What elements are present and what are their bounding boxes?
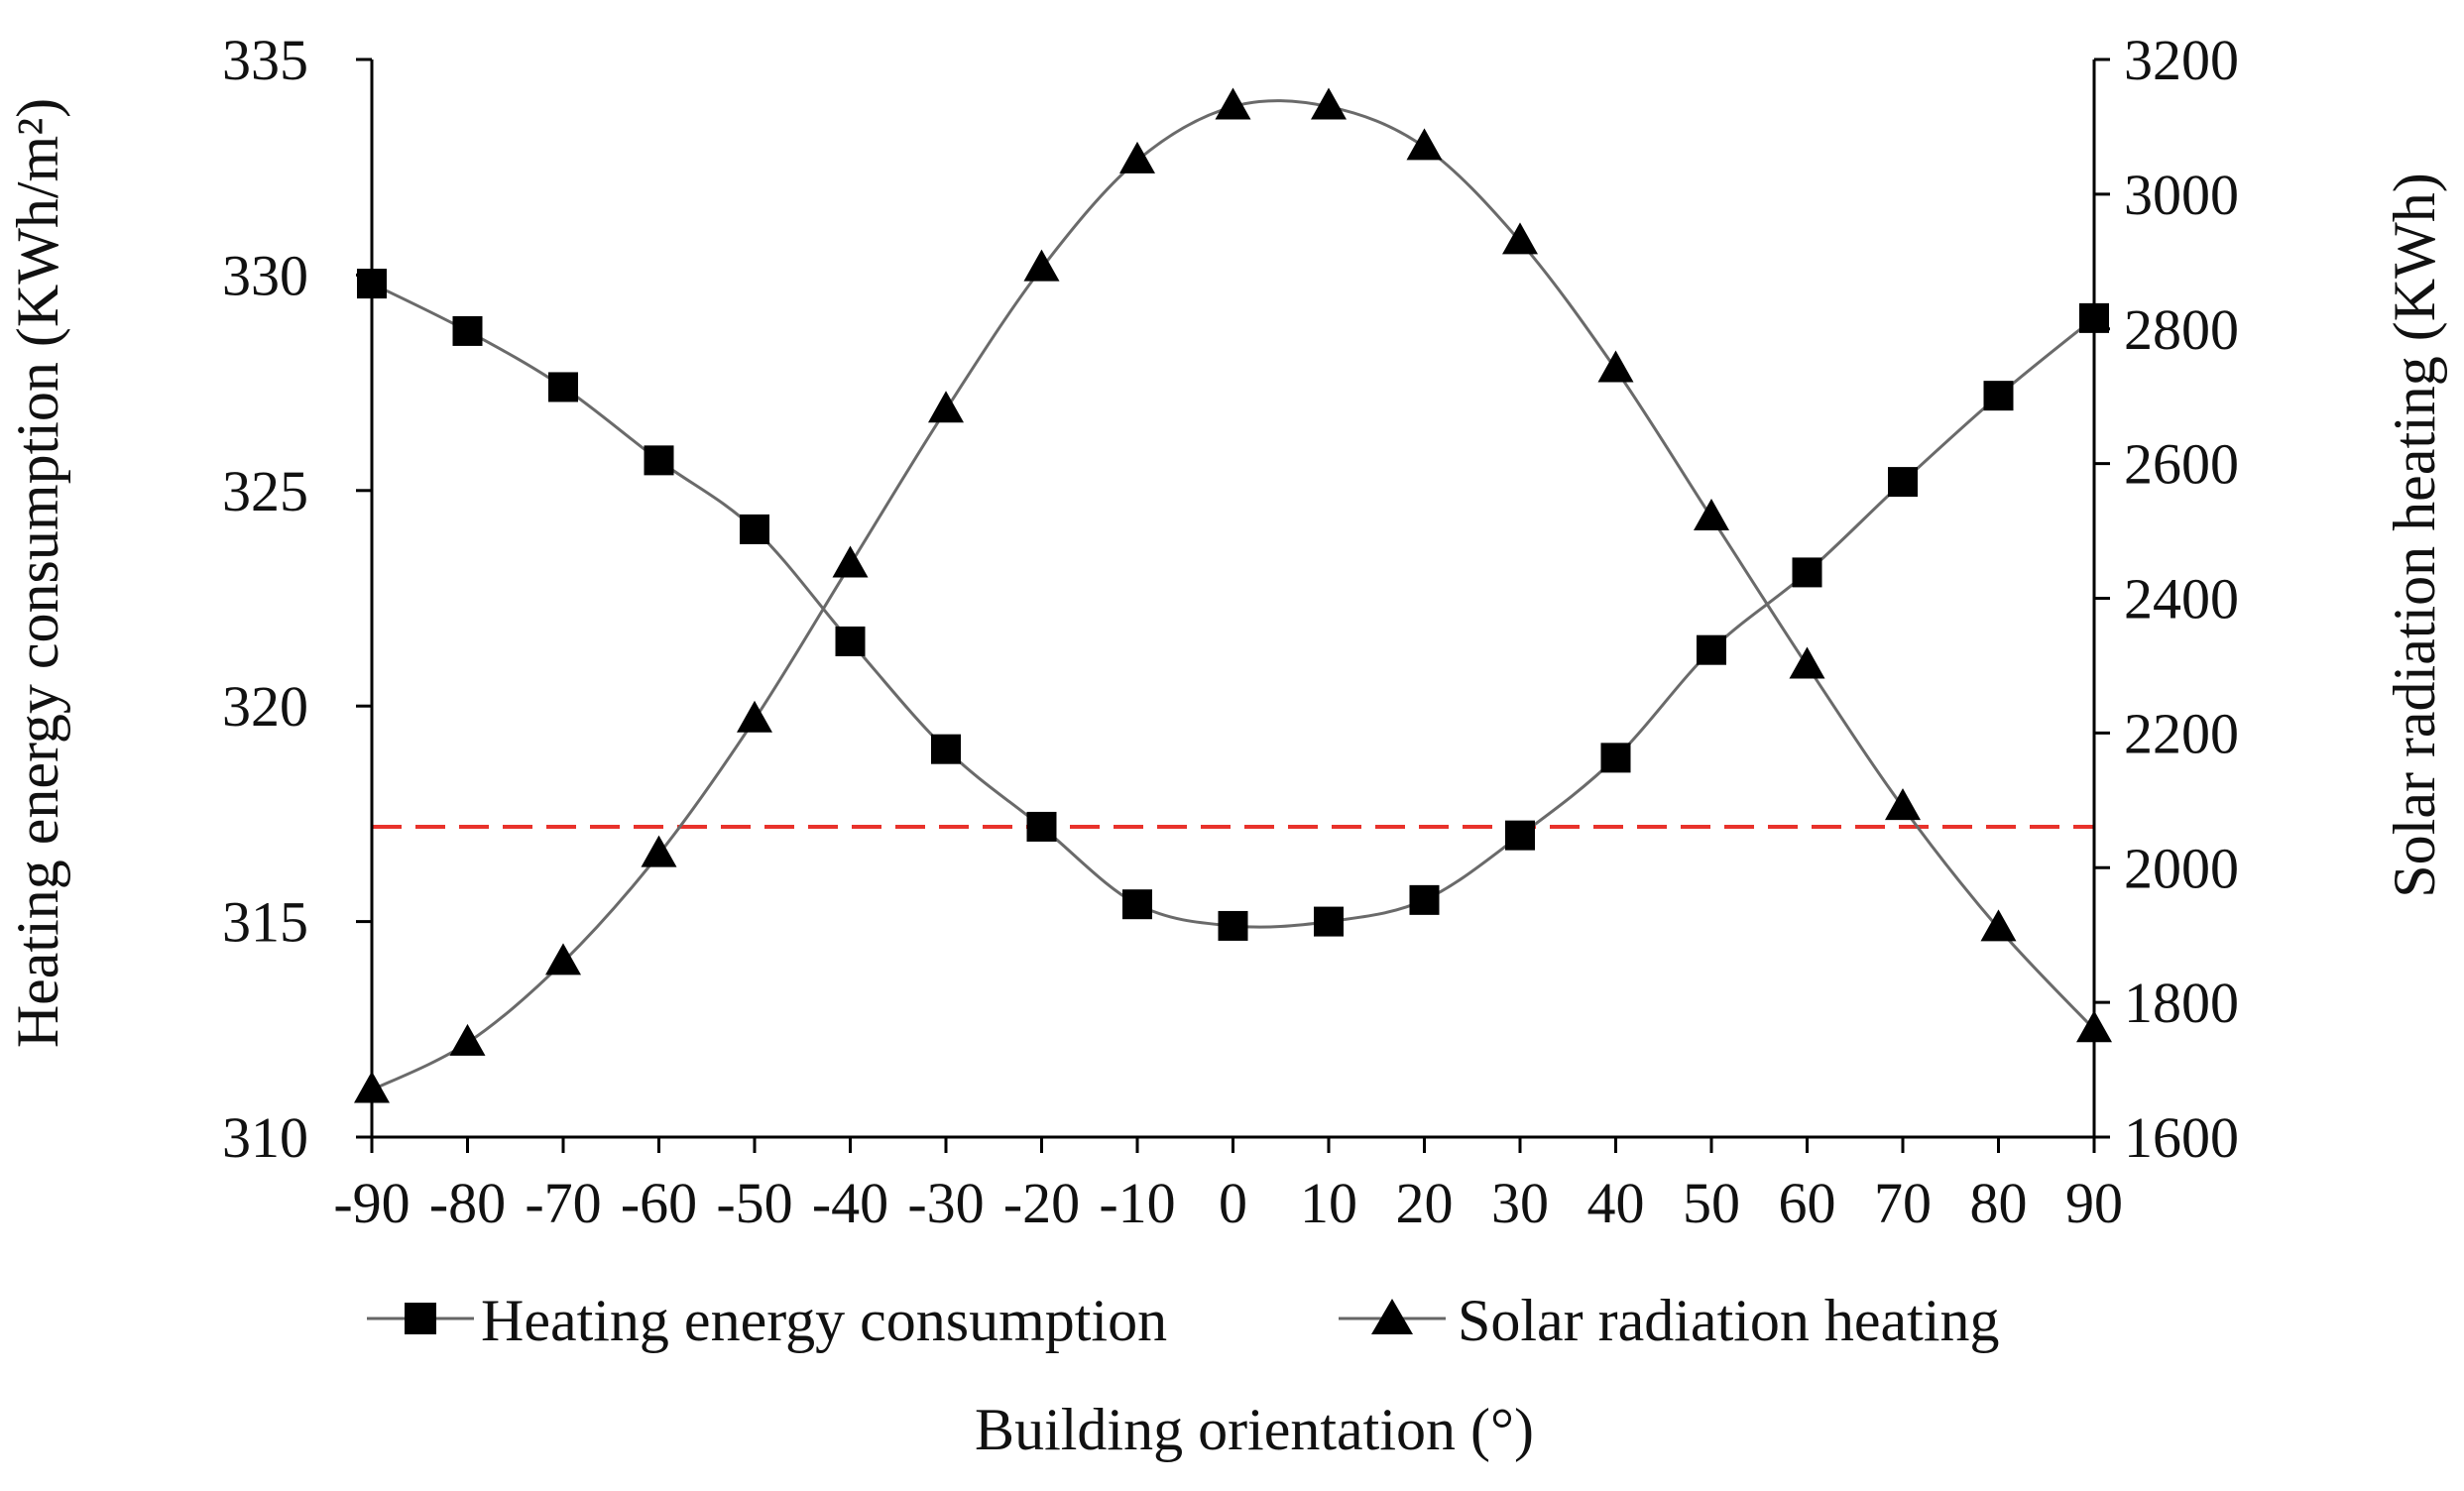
solar-point	[449, 1023, 486, 1056]
series-line-heating	[371, 282, 2095, 929]
x-tick-label: 50	[1683, 1171, 1740, 1235]
x-tick-label: 30	[1491, 1171, 1549, 1235]
heating-point	[1983, 381, 2014, 411]
legend-label-solar: Solar radiation heating	[1458, 1288, 2000, 1353]
heating-point	[1697, 634, 1726, 665]
solar-point	[737, 700, 772, 733]
solar-point	[928, 391, 964, 423]
y2-tick-label: 2600	[2124, 432, 2239, 497]
heating-point	[452, 315, 483, 346]
heating-point	[1218, 910, 1248, 941]
x-tick-label: 60	[1779, 1171, 1836, 1235]
x-tick-label: 20	[1396, 1171, 1454, 1235]
heating-point	[1026, 811, 1057, 842]
y-tick-label: 325	[222, 459, 308, 523]
y2-tick-label: 3000	[2124, 163, 2239, 227]
x-tick-label: -70	[525, 1171, 601, 1235]
solar-point	[1885, 788, 1921, 821]
solar-point	[1502, 222, 1538, 255]
x-tick-label: -40	[812, 1171, 888, 1235]
y2-tick-label: 1600	[2124, 1105, 2239, 1170]
heating-point	[1314, 906, 1344, 937]
x-tick-label: -80	[429, 1171, 506, 1235]
y-tick-label: 315	[222, 890, 308, 955]
heating-point	[644, 445, 674, 476]
x-tick-label: -50	[716, 1171, 792, 1235]
heating-point	[1505, 820, 1535, 851]
y-tick-label: 320	[222, 674, 308, 739]
x-tick-label: 10	[1300, 1171, 1357, 1235]
heating-point	[1409, 884, 1440, 915]
heating-point	[835, 626, 866, 656]
legend-label-heating: Heating energy consumption	[481, 1288, 1167, 1353]
x-tick-label: 0	[1219, 1171, 1247, 1235]
series-lines	[371, 99, 2096, 1091]
x-axis-title: Building orientation (°)	[975, 1397, 1534, 1462]
solar-point	[1023, 249, 1060, 282]
legend-square-marker	[405, 1303, 436, 1334]
heating-point	[1122, 889, 1152, 920]
x-tick-label: 40	[1587, 1171, 1645, 1235]
heating-point	[931, 734, 961, 764]
x-tick-label: -60	[621, 1171, 697, 1235]
x-tick-label: 80	[1970, 1171, 2028, 1235]
solar-point	[1311, 87, 1347, 120]
y-axis-title: Heating energy consumption (KWh/m²)	[5, 98, 70, 1048]
y-tick-label: 310	[222, 1105, 308, 1170]
y2-tick-label: 2200	[2124, 701, 2239, 765]
legend-triangle-marker	[1371, 1299, 1413, 1334]
y2-tick-label: 3200	[2124, 28, 2239, 92]
y2-tick-label: 2000	[2124, 836, 2239, 900]
x-tick-label: 90	[2065, 1171, 2123, 1235]
heating-point	[740, 514, 769, 544]
heating-point	[1888, 467, 1918, 498]
solar-point	[1980, 909, 2017, 942]
y-tick-label: 330	[222, 243, 308, 307]
solar-point	[1789, 646, 1825, 679]
axes	[356, 57, 2110, 1153]
series-line-solar	[371, 99, 2096, 1091]
series-markers	[354, 87, 2112, 1103]
x-tick-label: -90	[333, 1171, 410, 1235]
heating-point	[1600, 743, 1631, 773]
y-tick-label: 335	[222, 28, 308, 92]
tick-labels: 310 315 320 325 330 335 1600 1800 2000 2200 2400 26…	[222, 28, 2239, 1235]
x-tick-label: -10	[1099, 1171, 1175, 1235]
solar-point	[1406, 128, 1443, 161]
x-tick-label: -20	[1003, 1171, 1080, 1235]
solar-point	[641, 835, 677, 867]
x-tick-label: -30	[907, 1171, 984, 1235]
solar-point	[832, 545, 869, 578]
solar-point	[1694, 498, 1729, 530]
solar-point	[1215, 87, 1251, 120]
solar-point	[1119, 141, 1155, 173]
x-tick-label: 70	[1874, 1171, 1932, 1235]
y2-tick-label: 1800	[2124, 971, 2239, 1035]
y2-tick-label: 2800	[2124, 297, 2239, 362]
heating-point	[548, 372, 578, 402]
legend: Heating energy consumption Solar radiati…	[367, 1288, 2000, 1353]
solar-point	[1597, 350, 1634, 383]
y2-tick-label: 2400	[2124, 567, 2239, 631]
y2-axis-title: Solar radiation heating (KWh)	[2382, 172, 2447, 897]
heating-point	[1792, 557, 1822, 588]
solar-point	[545, 943, 581, 975]
